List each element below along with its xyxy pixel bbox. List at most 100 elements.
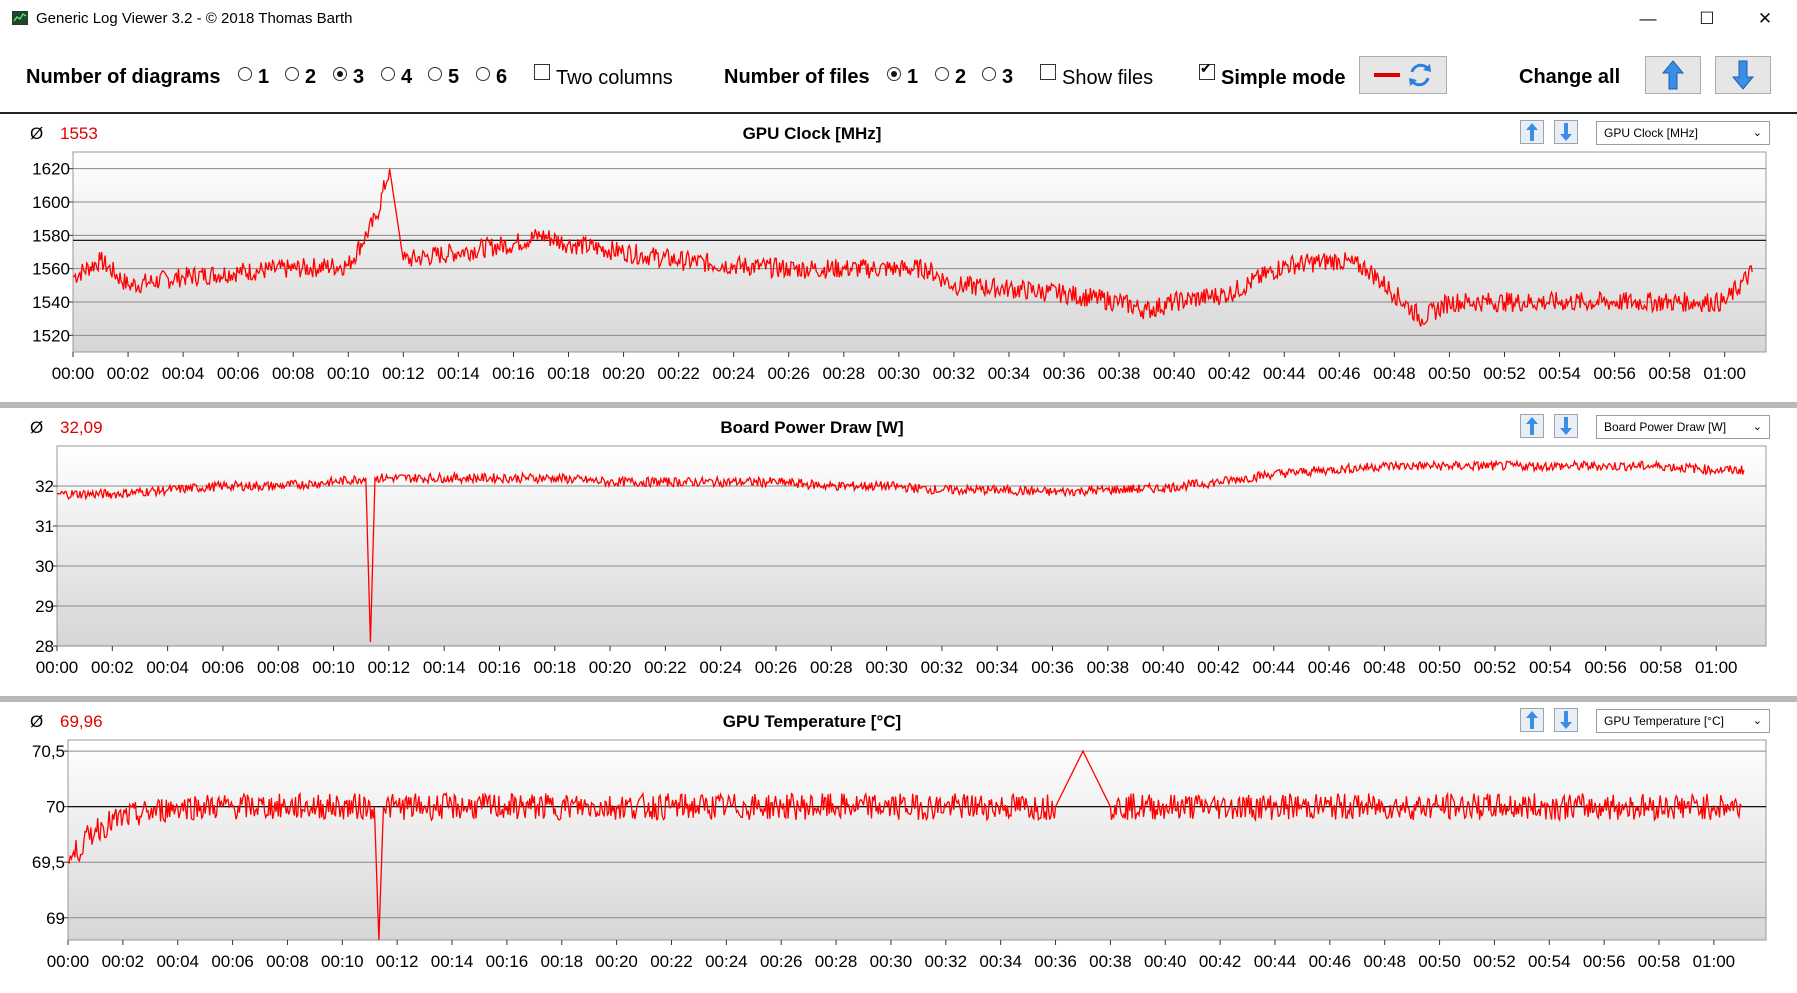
x-tick-label: 00:00 (36, 658, 79, 677)
x-tick-label: 00:36 (1034, 952, 1077, 971)
series-line (72, 168, 1753, 327)
checkbox-icon (534, 64, 550, 80)
chart-svg-gpu-temperature: 69 69,5 70 70,5 00:00 00:02 00:04 00:06 00:08 00:… (32, 739, 1767, 971)
file-radio-2[interactable]: 2 (935, 66, 966, 89)
change-all-up-button[interactable] (1645, 56, 1701, 94)
x-tick-label: 00:04 (162, 364, 205, 383)
x-tick-label: 00:24 (712, 364, 755, 383)
x-tick-label: 00:34 (976, 658, 1019, 677)
arrow-down-icon (1731, 60, 1755, 90)
chart-title: GPU Clock [MHz] (742, 124, 882, 143)
num-diagrams-label: Number of diagrams (26, 66, 221, 88)
move-up-button[interactable] (1520, 120, 1544, 144)
chart-svg-gpu-clock: 1520 1540 1560 1580 1600 1620 00:00 00:02 00:04 0… (32, 151, 1767, 383)
move-up-button[interactable] (1520, 708, 1544, 732)
x-tick-label: 00:40 (1153, 364, 1196, 383)
y-tick-label: 1600 (32, 193, 70, 212)
x-tick-label: 00:54 (1528, 952, 1571, 971)
move-down-button[interactable] (1554, 120, 1578, 144)
arrow-up-icon (1661, 60, 1685, 90)
minimize-icon: — (1639, 9, 1657, 28)
diagram-radio-5[interactable]: 5 (428, 66, 459, 89)
arrow-down-icon (1560, 711, 1572, 729)
diagram-radio-6[interactable]: 6 (476, 66, 507, 89)
checkbox-checked-icon (1199, 60, 1215, 80)
radio-selected-icon (887, 67, 901, 81)
x-tick-label: 00:08 (266, 952, 309, 971)
x-tick-label: 00:52 (1473, 952, 1516, 971)
x-tick-label: 00:52 (1483, 364, 1526, 383)
move-up-button[interactable] (1520, 414, 1544, 438)
y-tick-label: 29 (35, 597, 54, 616)
move-down-button[interactable] (1554, 414, 1578, 438)
x-tick-label: 00:36 (1043, 364, 1086, 383)
plot-area (67, 739, 1767, 941)
file-radio-1[interactable]: 1 (887, 66, 918, 89)
diagram-radio-2[interactable]: 2 (285, 66, 316, 89)
x-tick-label: 01:00 (1703, 364, 1746, 383)
x-tick-label: 00:40 (1142, 658, 1185, 677)
x-tick-label: 00:14 (431, 952, 474, 971)
radio-icon (285, 67, 299, 81)
diagram-radio-1[interactable]: 1 (238, 66, 269, 89)
x-tick-label: 00:22 (650, 952, 693, 971)
simple-mode-checkbox[interactable]: Simple mode (1199, 60, 1345, 90)
file-radio-3[interactable]: 3 (982, 66, 1013, 89)
diagram-radio-3[interactable]: 3 (333, 66, 364, 89)
average-value: 69,96 (60, 712, 103, 731)
channel-select[interactable]: Board Power Draw [W] ⌄ (1596, 415, 1770, 439)
x-tick-label: 00:04 (156, 952, 199, 971)
x-tick-label: 00:50 (1418, 952, 1461, 971)
average-symbol: Ø (30, 124, 44, 143)
x-tick-label: 00:58 (1648, 364, 1691, 383)
panel-divider[interactable] (0, 696, 1797, 702)
x-tick-label: 00:20 (602, 364, 645, 383)
chart-title: GPU Temperature [°C] (722, 712, 902, 731)
x-tick-label: 00:08 (272, 364, 315, 383)
x-tick-label: 00:12 (376, 952, 419, 971)
x-tick-label: 00:54 (1538, 364, 1581, 383)
y-tick-label: 1580 (32, 226, 70, 245)
x-tick-label: 00:02 (91, 658, 134, 677)
x-tick-label: 00:24 (705, 952, 748, 971)
change-all-down-button[interactable] (1715, 56, 1771, 94)
x-tick-label: 00:16 (486, 952, 529, 971)
average-symbol: Ø (30, 712, 44, 731)
move-down-button[interactable] (1554, 708, 1578, 732)
chevron-down-icon: ⌄ (1752, 127, 1762, 139)
x-tick-label: 00:10 (321, 952, 364, 971)
plot-area (72, 151, 1767, 353)
y-tick-label: 69,5 (32, 853, 65, 872)
app-icon (12, 11, 28, 25)
line-color-refresh-button[interactable] (1359, 56, 1447, 94)
maximize-button[interactable]: ☐ (1684, 4, 1730, 34)
series-line (56, 459, 1745, 643)
channel-select[interactable]: GPU Clock [MHz] ⌄ (1596, 121, 1770, 145)
maximize-icon: ☐ (1699, 9, 1715, 28)
radio-icon (381, 67, 395, 81)
channel-select[interactable]: GPU Temperature [°C] ⌄ (1596, 709, 1770, 733)
x-tick-label: 00:20 (589, 658, 632, 677)
x-tick-label: 00:44 (1263, 364, 1306, 383)
x-tick-label: 00:56 (1583, 952, 1626, 971)
show-files-checkbox[interactable]: Show files (1040, 64, 1153, 90)
x-tick-label: 00:58 (1640, 658, 1683, 677)
x-tick-label: 01:00 (1695, 658, 1738, 677)
x-tick-label: 00:02 (107, 364, 150, 383)
arrow-up-icon (1526, 417, 1538, 435)
minimize-button[interactable]: — (1625, 4, 1671, 34)
x-tick-label: 00:46 (1318, 364, 1361, 383)
x-tick-label: 00:16 (478, 658, 521, 677)
panel-divider[interactable] (0, 402, 1797, 408)
x-tick-label: 00:48 (1363, 658, 1406, 677)
chart-panel-gpu-temperature: Ø 69,96 GPU Temperature [°C] GPU Tempera… (0, 702, 1797, 993)
two-columns-checkbox[interactable]: Two columns (534, 64, 673, 90)
radio-icon (428, 67, 442, 81)
y-tick-label: 70,5 (32, 742, 65, 761)
close-button[interactable]: ✕ (1742, 4, 1788, 34)
y-tick-label: 1620 (32, 160, 70, 179)
x-tick-label: 00:28 (823, 364, 866, 383)
diagram-radio-4[interactable]: 4 (381, 66, 412, 89)
x-tick-label: 00:22 (644, 658, 687, 677)
x-tick-label: 00:10 (312, 658, 355, 677)
